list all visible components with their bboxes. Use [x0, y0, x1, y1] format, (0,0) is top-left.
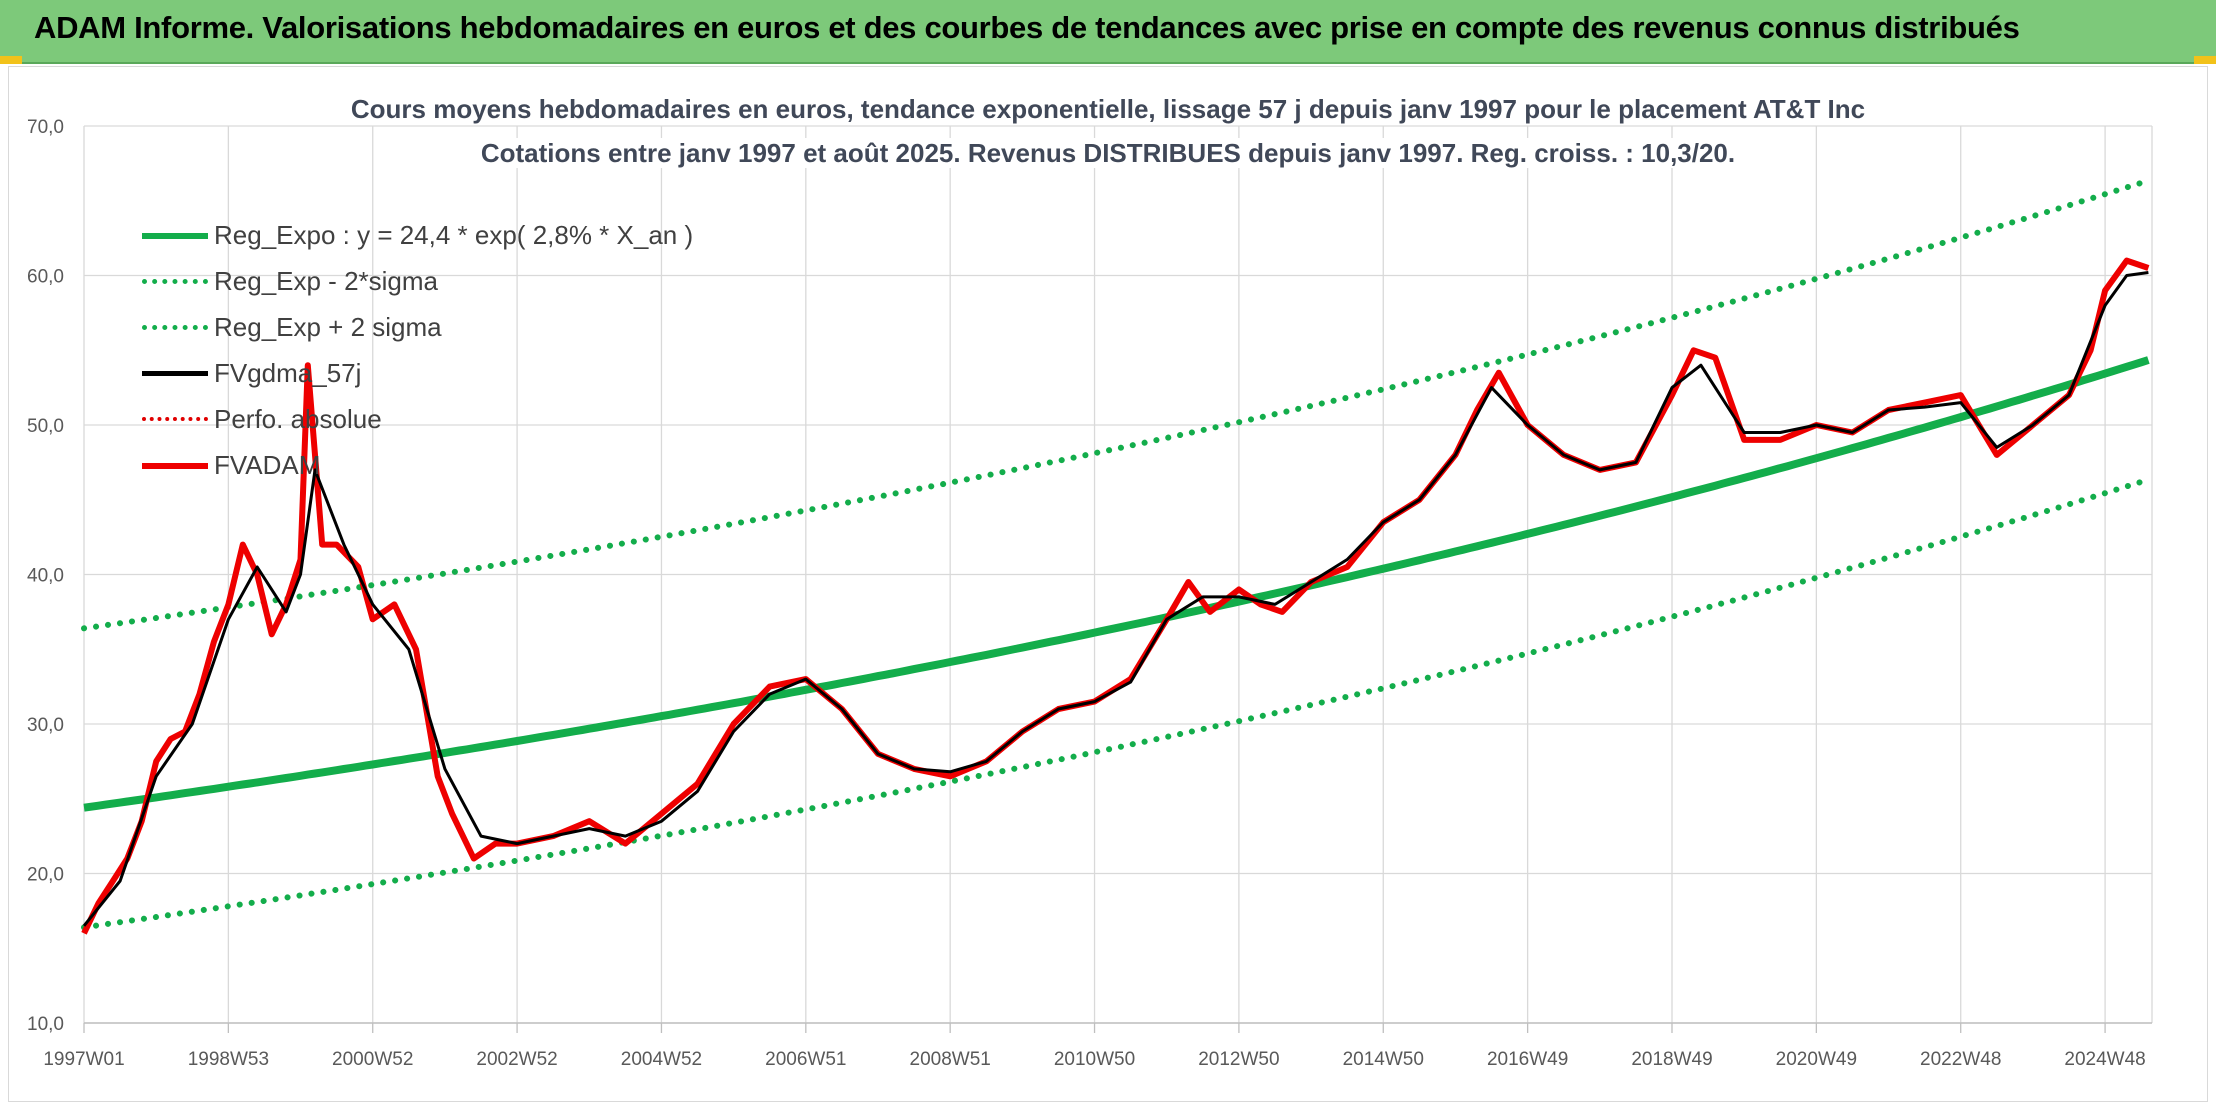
x-tick-label: 2022W48 — [1920, 1049, 2001, 1070]
x-tick-label: 1997W01 — [43, 1049, 124, 1070]
axis-labels: 10,0 20,0 30,0 40,0 50,0 60,0 70,0 1997W01 1998W… — [27, 117, 2146, 1070]
x-tick-label: 1998W53 — [188, 1049, 269, 1070]
report-banner: ADAM Informe. Valorisations hebdomadaire… — [0, 0, 2216, 64]
y-tick-label: 10,0 — [27, 1014, 64, 1035]
legend-swatch-perfo — [142, 417, 208, 421]
y-tick-label: 70,0 — [27, 117, 64, 138]
x-tick-label: 2002W52 — [476, 1049, 557, 1070]
y-tick-label: 50,0 — [27, 416, 64, 437]
legend-label-reg-expo: Reg_Expo : y = 24,4 * exp( 2,8% * X_an ) — [214, 220, 694, 250]
series-fvadam — [81, 257, 2150, 935]
legend-label-fvadam: FVADAM — [214, 450, 321, 480]
legend-swatch-fvgdma — [142, 371, 208, 376]
x-tick-label: 2024W48 — [2064, 1049, 2145, 1070]
legend-label-fvgdma: FVgdma_57j — [214, 358, 362, 388]
y-tick-label: 40,0 — [27, 566, 64, 587]
legend-swatch-reg-exp-plus — [142, 325, 208, 330]
legend-label-reg-exp-plus: Reg_Exp + 2 sigma — [214, 312, 442, 342]
x-tick-label: 2016W49 — [1487, 1049, 1568, 1070]
y-tick-label: 20,0 — [27, 865, 64, 886]
legend-label-perfo: Perfo. absolue — [214, 404, 382, 434]
x-tick-label: 2008W51 — [910, 1049, 991, 1070]
series-fvgdma-57j — [82, 271, 2149, 927]
x-tick-label: 2000W52 — [332, 1049, 413, 1070]
y-tick-label: 30,0 — [27, 715, 64, 736]
x-tick-label: 2014W50 — [1343, 1049, 1424, 1070]
legend-swatch-reg-exp-minus — [142, 279, 208, 284]
series-layer — [81, 177, 2152, 935]
series-reg-expo — [83, 356, 2150, 812]
legend-label-reg-exp-minus: Reg_Exp - 2*sigma — [214, 266, 438, 296]
x-tick-label: 2018W49 — [1631, 1049, 1712, 1070]
x-tick-label: 2004W52 — [621, 1049, 702, 1070]
chart-frame — [8, 66, 2208, 1102]
corner-accent-right — [2194, 56, 2216, 64]
x-tick-label: 2006W51 — [765, 1049, 846, 1070]
y-tick-label: 60,0 — [27, 267, 64, 288]
chart-title: Cours moyens hebdomadaires en euros, ten… — [0, 94, 2216, 125]
legend-swatch-fvadam — [142, 463, 208, 469]
chart-subtitle: Cotations entre janv 1997 et août 2025. … — [0, 138, 2216, 169]
report-title: ADAM Informe. Valorisations hebdomadaire… — [34, 10, 2020, 45]
x-tick-label: 2010W50 — [1054, 1049, 1135, 1070]
x-tick-label: 2020W49 — [1776, 1049, 1857, 1070]
x-tick-label: 2012W50 — [1198, 1049, 1279, 1070]
series-reg-exp-plus-2sigma — [81, 177, 2152, 632]
corner-accent-left — [0, 56, 22, 64]
series-reg-exp-minus-2sigma — [81, 476, 2152, 931]
legend-swatch-reg-expo — [142, 233, 208, 239]
